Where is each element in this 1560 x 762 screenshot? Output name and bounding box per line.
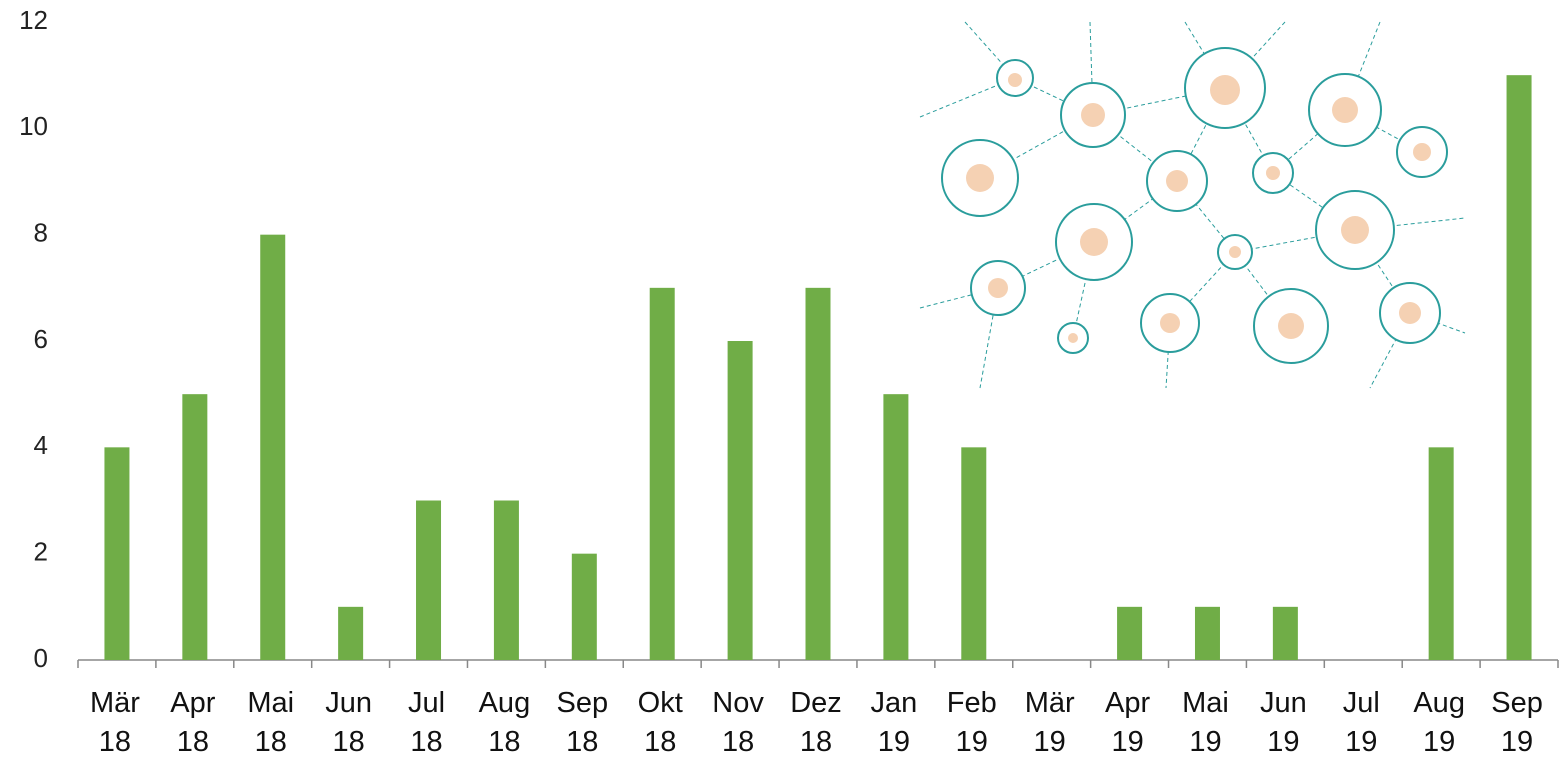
x-tick-label: Mär 19 <box>1024 687 1075 758</box>
x-tick-label: Apr 19 <box>1105 687 1151 758</box>
bar <box>1272 606 1298 660</box>
x-tick-label: Jun 19 <box>1259 687 1307 758</box>
y-tick-label: 6 <box>34 324 48 354</box>
x-tick-label: Sep 18 <box>556 687 609 758</box>
x-tick-label: Aug 19 <box>1413 687 1465 758</box>
x-tick-label: Jul 19 <box>1342 687 1380 758</box>
people-network-illustration <box>919 21 1466 389</box>
y-tick-label: 4 <box>34 430 48 460</box>
bar <box>1117 606 1143 660</box>
bar <box>260 234 286 660</box>
bar <box>1428 447 1454 660</box>
bar <box>104 447 130 660</box>
x-tick-label: Apr 18 <box>170 687 216 758</box>
bar <box>182 394 208 660</box>
y-tick-label: 8 <box>34 218 48 248</box>
bar <box>727 341 753 660</box>
bar <box>1194 606 1220 660</box>
bar <box>416 500 442 660</box>
x-tick-label: Okt 18 <box>637 687 683 758</box>
bar <box>649 287 675 660</box>
bar <box>338 606 364 660</box>
x-tick-label: Jul 18 <box>407 687 446 758</box>
bar <box>493 500 519 660</box>
y-tick-label: 12 <box>19 5 48 35</box>
bar <box>1506 75 1532 660</box>
x-tick-label: Nov 18 <box>712 687 764 758</box>
x-tick-label: Aug 18 <box>478 687 531 758</box>
x-tick-label: Jan 19 <box>870 687 918 758</box>
x-tick-label: Jun 18 <box>325 687 372 758</box>
bar <box>805 287 831 660</box>
bar <box>961 447 987 660</box>
x-tick-label: Dez 18 <box>790 687 842 758</box>
bar <box>883 394 909 660</box>
x-tick-label: Sep 19 <box>1491 687 1543 758</box>
x-tick-label: Mai 19 <box>1182 687 1229 758</box>
x-tick-label: Feb 19 <box>946 687 997 758</box>
x-tick-label: Mär 18 <box>89 687 140 758</box>
y-tick-label: 10 <box>19 111 48 141</box>
y-tick-label: 2 <box>34 537 48 567</box>
x-tick-label: Mai 18 <box>247 687 295 758</box>
y-tick-label: 0 <box>34 643 48 673</box>
bar <box>571 553 597 660</box>
